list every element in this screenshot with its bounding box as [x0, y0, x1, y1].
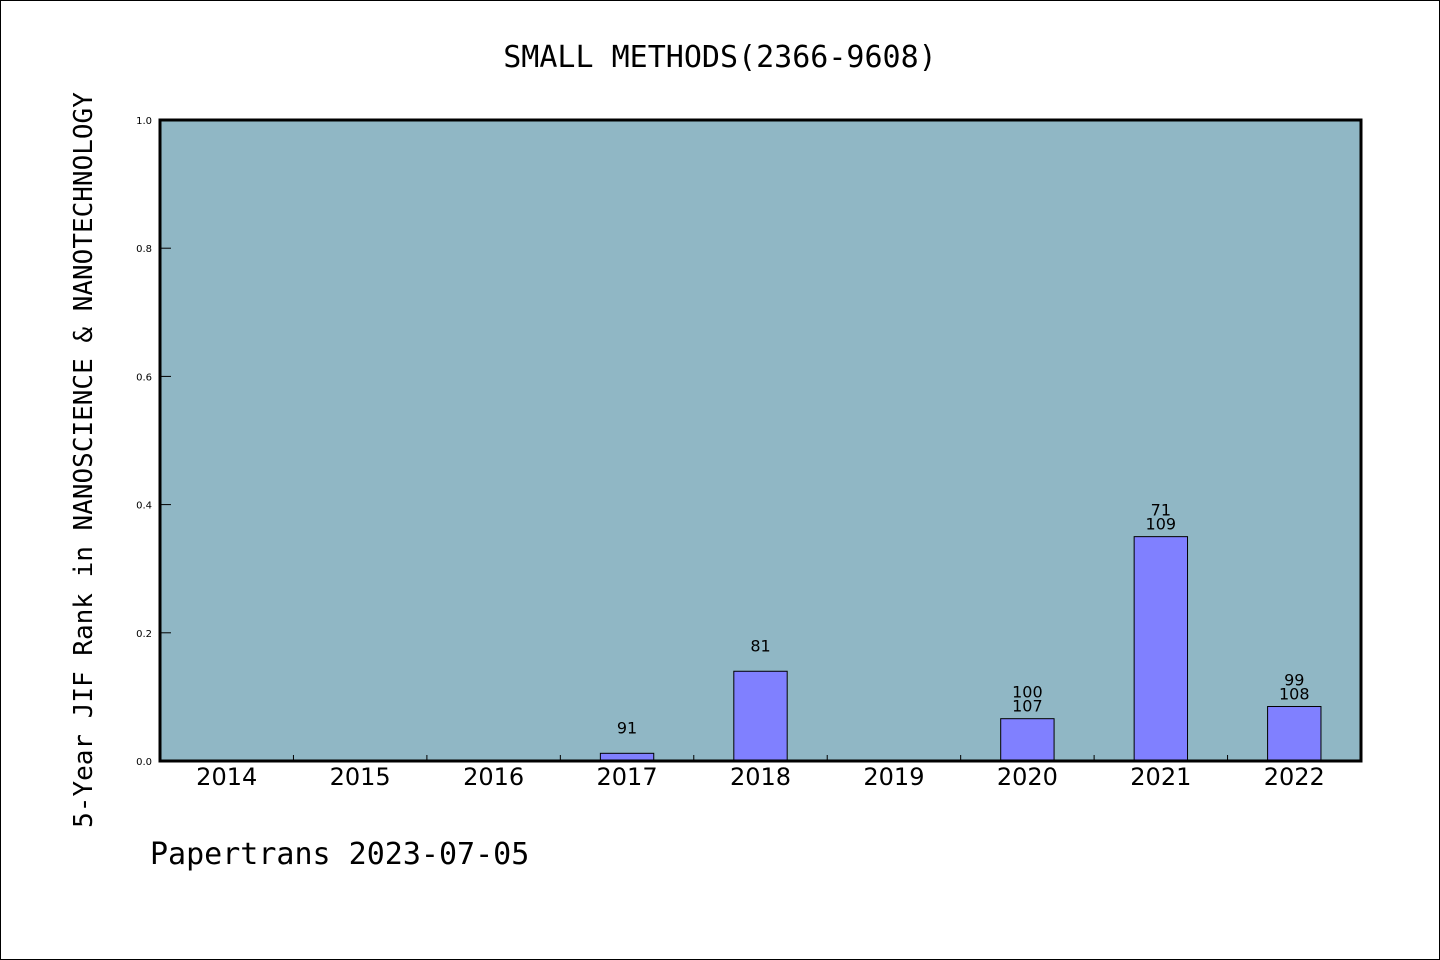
x-tick-label: 2017	[597, 763, 658, 791]
x-tick-label: 2021	[1130, 763, 1191, 791]
y-tick-label: 0.2	[136, 629, 152, 640]
bar	[1000, 718, 1055, 762]
y-tick-label: 0.8	[136, 244, 152, 255]
bar	[1133, 536, 1189, 762]
footer-stamp: Papertrans 2023-07-05	[150, 837, 529, 872]
bar-value-label: 109	[1146, 515, 1177, 534]
y-tick-label: 0.0	[136, 757, 152, 768]
bar-value-label: 100	[1012, 683, 1043, 702]
bar-value-label: 81	[750, 636, 770, 655]
x-tick-label: 2016	[463, 763, 524, 791]
bar	[1267, 706, 1322, 762]
x-tick-label: 2014	[196, 763, 257, 791]
y-tick-label: 1.0	[136, 116, 152, 127]
chart-marks: 0.0 0.2 0.4 0.6 0.8 1.0 2014 2015 2016 2017 91 2018…	[136, 116, 1325, 791]
bar-value-label: 107	[1012, 697, 1043, 716]
x-tick-label: 2022	[1264, 763, 1325, 791]
bar-value-label: 108	[1279, 685, 1310, 704]
y-tick-label: 0.4	[136, 501, 152, 512]
x-tick-label: 2019	[863, 763, 924, 791]
plot-border	[158, 118, 1363, 763]
bar	[733, 670, 788, 762]
x-tick-label: 2020	[997, 763, 1058, 791]
bar-value-label: 99	[1284, 671, 1304, 690]
x-tick-label: 2018	[730, 763, 791, 791]
bar-value-label: 71	[1151, 501, 1171, 520]
x-tick-label: 2015	[330, 763, 391, 791]
bar-value-label: 91	[617, 718, 637, 737]
chart-title: SMALL METHODS(2366-9608)	[503, 40, 936, 75]
y-tick-label: 0.6	[136, 372, 152, 383]
y-axis-label: 5-Year JIF Rank in NANOSCIENCE & NANOTEC…	[69, 92, 99, 828]
